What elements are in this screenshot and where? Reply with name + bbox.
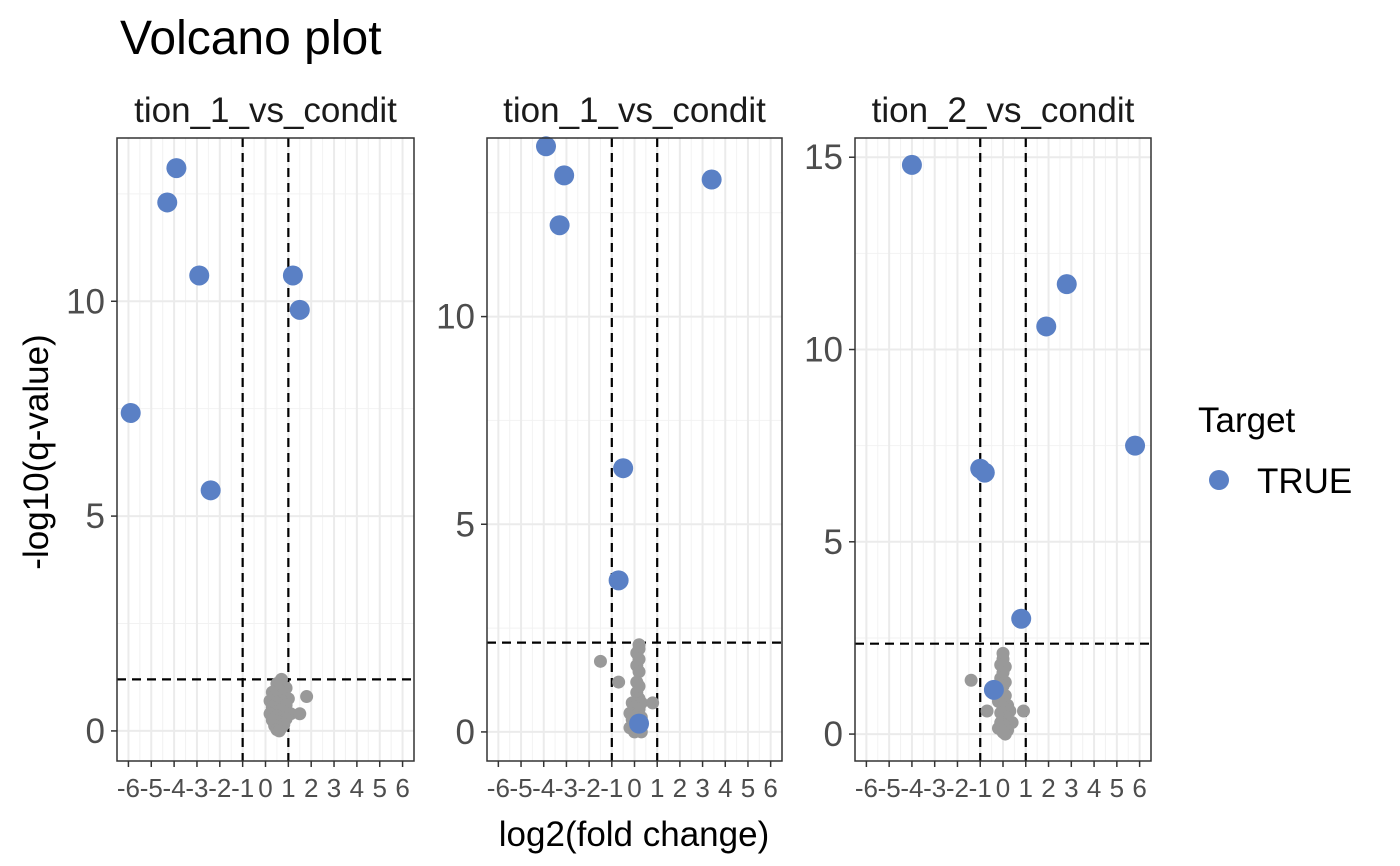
non-target-point <box>293 707 307 721</box>
target-point <box>608 570 629 591</box>
x-tick-label: -1 <box>231 773 254 803</box>
plot-title: Volcano plot <box>120 12 382 65</box>
x-tick-label: 3 <box>327 773 341 803</box>
target-point <box>1011 608 1032 629</box>
legend-key-true <box>1209 470 1229 490</box>
x-tick-label: 0 <box>996 773 1010 803</box>
y-tick-label: 0 <box>86 712 105 751</box>
target-point <box>120 402 141 423</box>
target-point <box>701 169 722 190</box>
x-tick-label: -5 <box>140 773 163 803</box>
x-tick-label: -3 <box>555 773 578 803</box>
target-point <box>536 136 556 157</box>
target-point <box>157 192 178 213</box>
x-tick-label: -3 <box>185 773 208 803</box>
non-target-point <box>980 704 994 718</box>
target-point <box>613 458 634 479</box>
target-point <box>200 480 221 501</box>
x-tick-label: -4 <box>900 773 923 803</box>
target-point <box>1056 274 1077 295</box>
x-tick-label: 2 <box>304 773 318 803</box>
target-point <box>901 154 922 175</box>
x-tick-label: 6 <box>1132 773 1146 803</box>
non-target-point <box>1016 704 1030 718</box>
x-tick-label: -4 <box>163 773 186 803</box>
x-tick-label: 3 <box>1064 773 1078 803</box>
x-tick-label: 6 <box>763 773 777 803</box>
x-tick-label: 1 <box>1019 773 1033 803</box>
x-tick-label: -5 <box>509 773 532 803</box>
target-point <box>983 679 1004 700</box>
y-tick-label: 5 <box>456 505 475 544</box>
x-tick-label: -2 <box>208 773 231 803</box>
non-target-point <box>272 724 286 738</box>
x-tick-label: -6 <box>117 773 140 803</box>
non-target-point <box>593 654 607 668</box>
x-tick-label: 5 <box>741 773 755 803</box>
x-tick-label: 5 <box>372 773 386 803</box>
target-point <box>166 158 187 179</box>
x-tick-label: -1 <box>600 773 623 803</box>
x-tick-label: -6 <box>487 773 510 803</box>
y-tick-label: 0 <box>456 713 475 752</box>
target-point <box>289 299 310 320</box>
x-tick-label: 2 <box>1041 773 1055 803</box>
x-tick-label: -4 <box>532 773 555 803</box>
x-tick-label: 6 <box>395 773 409 803</box>
non-target-point <box>300 690 314 704</box>
x-tick-label: 1 <box>281 773 295 803</box>
x-tick-label: 0 <box>258 773 272 803</box>
x-tick-label: 4 <box>350 773 364 803</box>
x-tick-label: 4 <box>718 773 732 803</box>
x-tick-label: -6 <box>855 773 878 803</box>
x-tick-label: -5 <box>878 773 901 803</box>
y-axis-title: -log10(q-value) <box>17 334 56 569</box>
target-point <box>189 265 210 286</box>
x-tick-label: 0 <box>627 773 641 803</box>
x-tick-label: -1 <box>969 773 992 803</box>
y-tick-label: 10 <box>804 331 843 370</box>
facet-strip-label: tion_1_vs_condit <box>134 91 397 130</box>
non-target-point <box>612 675 626 689</box>
y-tick-label: 10 <box>436 298 475 337</box>
y-tick-label: 10 <box>66 282 105 321</box>
y-tick-label: 5 <box>86 497 105 536</box>
legend: Target TRUE <box>1198 401 1352 501</box>
target-point <box>282 265 303 286</box>
y-tick-label: 0 <box>824 715 843 754</box>
x-axis-title: log2(fold change) <box>499 815 769 854</box>
non-target-point <box>646 696 660 710</box>
x-tick-label: -2 <box>578 773 601 803</box>
y-tick-label: 15 <box>804 138 843 177</box>
target-point <box>1125 435 1146 456</box>
y-tick-label: 5 <box>824 523 843 562</box>
x-tick-label: -3 <box>923 773 946 803</box>
x-tick-label: 5 <box>1110 773 1124 803</box>
legend-title: Target <box>1198 401 1296 440</box>
non-target-point <box>632 665 646 679</box>
target-point <box>554 165 575 186</box>
x-tick-label: 1 <box>650 773 664 803</box>
x-tick-label: 2 <box>673 773 687 803</box>
x-tick-label: 4 <box>1087 773 1101 803</box>
target-point <box>549 215 570 236</box>
facet-strip-label: tion_2_vs_condit <box>872 91 1135 130</box>
target-point <box>974 462 995 483</box>
x-tick-label: -2 <box>946 773 969 803</box>
x-tick-label: 3 <box>695 773 709 803</box>
target-point <box>629 713 650 734</box>
non-target-point <box>964 673 978 687</box>
legend-label-true: TRUE <box>1257 462 1352 501</box>
non-target-point <box>998 727 1012 741</box>
facet-strip-label: tion_1_vs_condit <box>503 91 766 130</box>
target-point <box>1036 316 1057 337</box>
